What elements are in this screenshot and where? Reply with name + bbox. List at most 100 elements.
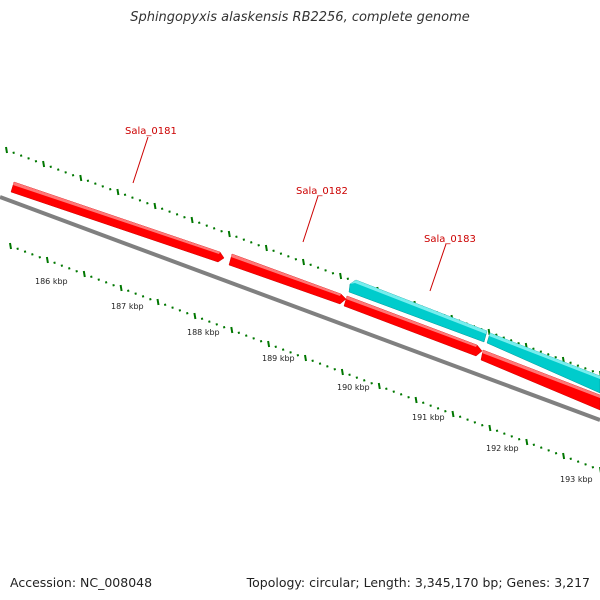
minor-tick	[16, 247, 19, 251]
minor-tick	[540, 446, 543, 449]
minor-tick	[57, 168, 60, 171]
minor-tick	[407, 395, 410, 399]
minor-tick	[309, 263, 312, 267]
minor-tick	[569, 457, 572, 461]
major-tick	[119, 284, 123, 292]
gene-label-sala-0181[interactable]: Sala_0181	[125, 126, 177, 137]
minor-tick	[208, 320, 211, 323]
minor-tick	[554, 355, 557, 359]
major-tick	[487, 328, 491, 336]
genome-summary-text: Topology: circular; Length: 3,345,170 bp…	[246, 575, 590, 590]
minor-tick	[222, 325, 226, 329]
minor-tick	[422, 401, 425, 405]
minor-tick	[215, 323, 218, 326]
scale-label: 189 kbp	[262, 354, 295, 363]
major-tick	[304, 354, 307, 362]
minor-tick	[481, 423, 484, 427]
major-tick	[377, 382, 381, 390]
minor-tick	[163, 303, 167, 307]
scale-label: 193 kbp	[560, 475, 593, 484]
minor-tick	[109, 187, 112, 191]
minor-tick	[311, 359, 314, 363]
gene-arrow-next-reverse-highlight	[489, 333, 600, 379]
minor-tick	[591, 465, 595, 469]
minor-tick	[272, 249, 275, 253]
gene-arrow-sala-0182-highlight	[231, 254, 341, 296]
minor-tick	[252, 337, 255, 340]
minor-tick	[466, 418, 469, 421]
major-tick	[488, 424, 492, 432]
minor-tick	[205, 224, 208, 227]
minor-tick	[212, 227, 216, 230]
major-tick	[525, 438, 529, 446]
minor-tick	[326, 365, 329, 368]
minor-tick	[237, 331, 241, 335]
minor-tick	[287, 255, 290, 258]
minor-tick	[539, 350, 543, 353]
minor-tick	[38, 255, 41, 259]
scale-label: 187 kbp	[111, 302, 144, 311]
scale-label: 192 kbp	[486, 444, 519, 453]
leader-line-sala-0181	[132, 136, 149, 184]
minor-tick	[97, 278, 100, 281]
minor-tick	[186, 311, 189, 315]
lower-tick-row	[9, 242, 600, 474]
minor-tick	[94, 182, 97, 185]
scale-label: 190 kbp	[337, 383, 370, 392]
major-tick	[451, 410, 455, 418]
gene-label-sala-0182[interactable]: Sala_0182	[296, 186, 348, 197]
minor-tick	[198, 221, 201, 225]
minor-tick	[53, 261, 56, 265]
minor-tick	[134, 292, 137, 295]
minor-tick	[274, 345, 277, 349]
major-tick	[414, 396, 418, 404]
major-tick	[5, 146, 8, 154]
minor-tick	[279, 252, 283, 255]
minor-tick	[355, 376, 359, 379]
minor-tick	[584, 463, 587, 466]
minor-tick	[294, 257, 298, 261]
major-tick	[267, 340, 271, 348]
minor-tick	[554, 451, 558, 455]
gene-arrow-next-reverse[interactable]	[486, 332, 600, 394]
minor-tick	[245, 334, 248, 337]
minor-tick	[333, 367, 336, 371]
minor-tick	[171, 306, 174, 309]
minor-tick	[547, 353, 550, 356]
minor-tick	[458, 415, 462, 419]
minor-tick	[532, 443, 536, 447]
genome-backbone	[0, 195, 600, 422]
minor-tick	[576, 460, 580, 463]
minor-tick	[31, 253, 34, 256]
minor-tick	[141, 295, 145, 298]
gene-arrow-next-forward-2-highlight	[482, 350, 600, 398]
minor-tick	[399, 393, 403, 396]
major-tick	[230, 326, 234, 334]
minor-tick	[178, 309, 182, 312]
minor-tick	[104, 281, 108, 284]
minor-tick	[429, 404, 432, 407]
reverse-gene-group	[348, 279, 600, 394]
page-title: Sphingopyxis alaskensis RB2256, complete…	[130, 10, 470, 25]
minor-tick	[160, 207, 164, 211]
gene-arrow-next-forward-1-highlight	[346, 296, 477, 347]
minor-tick	[495, 429, 499, 433]
gene-arrow-sala-0181-highlight	[13, 182, 220, 254]
accession-text: Accession: NC_008048	[10, 575, 153, 590]
minor-tick	[49, 165, 52, 169]
minor-tick	[60, 264, 64, 267]
minor-tick	[392, 390, 395, 393]
minor-tick	[517, 341, 520, 345]
major-tick	[116, 188, 120, 196]
gene-arrow-sala-0183[interactable]	[348, 279, 488, 343]
minor-tick	[259, 339, 263, 343]
scale-label: 188 kbp	[187, 328, 220, 337]
minor-tick	[517, 437, 521, 441]
minor-tick	[257, 243, 260, 247]
scale-label: 191 kbp	[412, 413, 445, 422]
gene-label-sala-0183[interactable]: Sala_0183	[424, 234, 476, 245]
scale-label: 186 kbp	[35, 277, 68, 286]
minor-tick	[289, 351, 292, 354]
minor-tick	[19, 154, 23, 157]
